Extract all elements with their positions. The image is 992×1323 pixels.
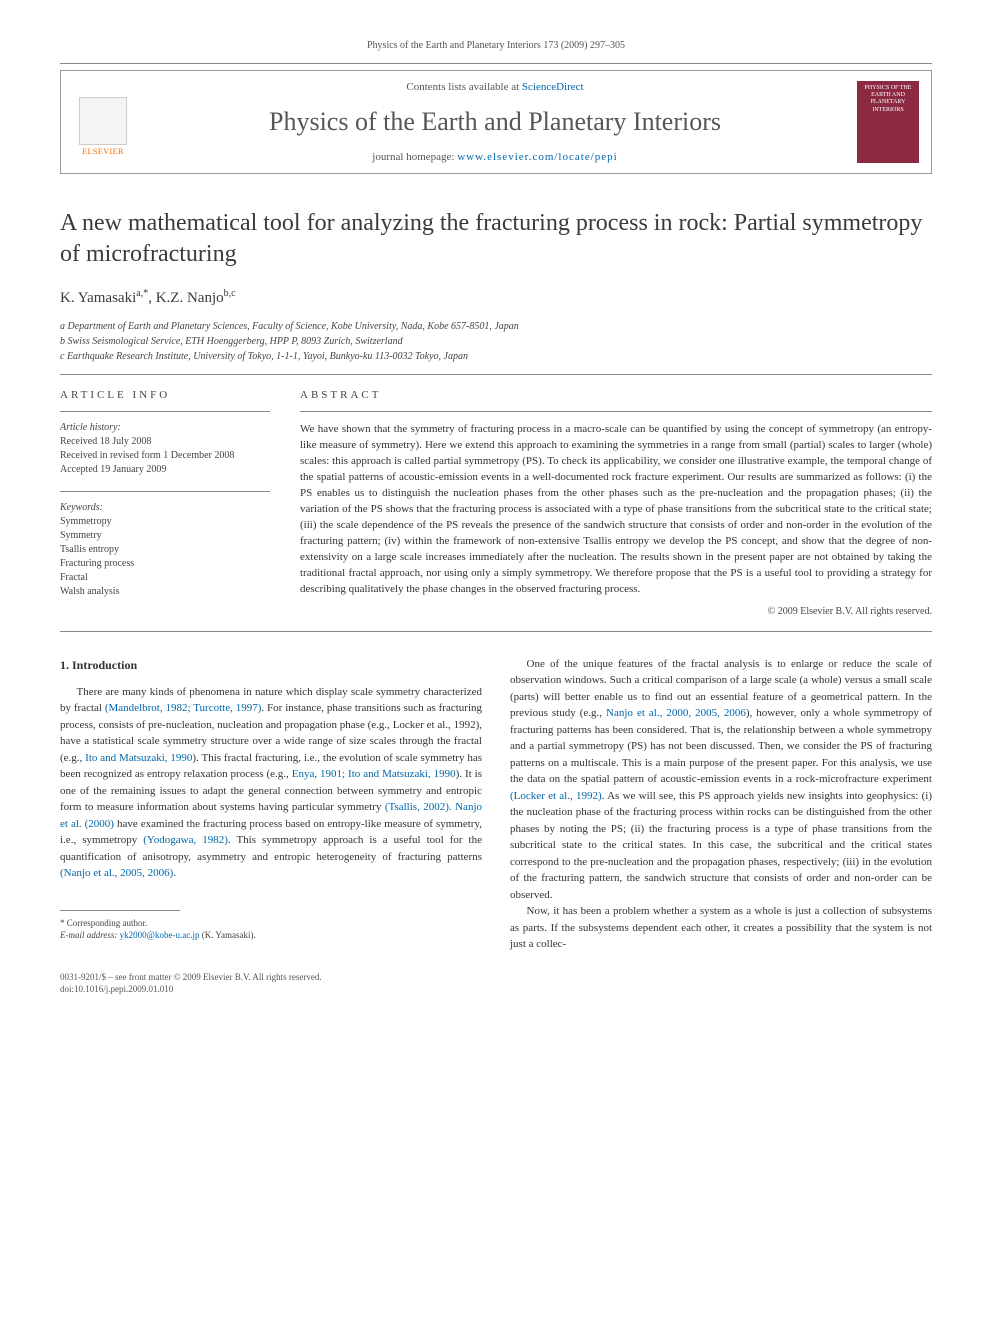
citation-link[interactable]: (Mandelbrot, 1982; Turcotte, 1997) (105, 702, 262, 714)
divider (60, 631, 932, 632)
history-3: Accepted 19 January 2009 (60, 463, 270, 477)
history-head: Article history: (60, 422, 270, 433)
citation-link[interactable]: Enya, 1901; Ito and Matsuzaki, 1990 (292, 768, 456, 780)
journal-title: Physics of the Earth and Planetary Inter… (147, 107, 843, 137)
keyword: Fracturing process (60, 557, 270, 571)
homepage-link[interactable]: www.elsevier.com/locate/pepi (457, 151, 617, 163)
journal-center: Contents lists available at ScienceDirec… (147, 81, 843, 163)
journal-bar: ELSEVIER Contents lists available at Sci… (60, 70, 932, 174)
keywords-head: Keywords: (60, 502, 270, 513)
body-column-right: One of the unique features of the fracta… (510, 656, 932, 953)
body-text: . (173, 867, 176, 879)
body-text: . As we will see, this PS approach yield… (510, 790, 932, 901)
history-block: Article history: Received 18 July 2008 R… (60, 422, 270, 477)
citation-link[interactable]: Nanjo et al., 2000, 2005, 2006 (606, 707, 746, 719)
info-abstract-row: ARTICLE INFO Article history: Received 1… (60, 389, 932, 616)
homepage-line: journal homepage: www.elsevier.com/locat… (147, 151, 843, 163)
top-rule (60, 63, 932, 64)
article-title: A new mathematical tool for analyzing th… (60, 208, 932, 270)
citation-link[interactable]: (Yodogawa, 1982) (143, 834, 228, 846)
homepage-prefix: journal homepage: (372, 151, 457, 163)
affiliations: a Department of Earth and Planetary Scie… (60, 319, 932, 364)
email-suffix: (K. Yamasaki). (199, 930, 255, 940)
abstract-column: ABSTRACT We have shown that the symmetry… (300, 389, 932, 616)
email-label: E-mail address: (60, 930, 120, 940)
citation-link[interactable]: (Locker et al., 1992) (510, 790, 602, 802)
divider (60, 491, 270, 492)
affiliation-b: b Swiss Seismological Service, ETH Hoeng… (60, 334, 932, 349)
authors-line: K. Yamasakia,*, K.Z. Nanjob,c (60, 288, 932, 307)
journal-cover-thumbnail: PHYSICS OF THE EARTH AND PLANETARY INTER… (857, 81, 919, 163)
body-paragraph: Now, it has been a problem whether a sys… (510, 903, 932, 953)
keyword: Symmetropy (60, 515, 270, 529)
history-1: Received 18 July 2008 (60, 435, 270, 449)
copyright-line: © 2009 Elsevier B.V. All rights reserved… (300, 606, 932, 617)
front-matter-line: 0031-9201/$ – see front matter © 2009 El… (60, 971, 932, 984)
abstract-label: ABSTRACT (300, 389, 932, 401)
article-info-column: ARTICLE INFO Article history: Received 1… (60, 389, 270, 616)
abstract-text: We have shown that the symmetry of fract… (300, 422, 932, 597)
contents-prefix: Contents lists available at (406, 81, 521, 93)
running-header: Physics of the Earth and Planetary Inter… (60, 40, 932, 51)
email-link[interactable]: yk2000@kobe-u.ac.jp (120, 930, 200, 940)
history-2: Received in revised form 1 December 2008 (60, 449, 270, 463)
footnote-separator (60, 910, 180, 911)
footnote-block: * Corresponding author. E-mail address: … (60, 917, 482, 942)
citation-link[interactable]: (Nanjo et al., 2005, 2006) (60, 867, 173, 879)
author-2-sup: b,c (224, 288, 236, 299)
keywords-block: Keywords: Symmetropy Symmetry Tsallis en… (60, 502, 270, 599)
elsevier-logo: ELSEVIER (73, 88, 133, 156)
keyword: Symmetry (60, 529, 270, 543)
keyword: Fractal (60, 571, 270, 585)
section-heading: 1. Introduction (60, 656, 482, 674)
bottom-info: 0031-9201/$ – see front matter © 2009 El… (60, 971, 932, 996)
divider (300, 411, 932, 412)
keyword: Walsh analysis (60, 585, 270, 599)
author-1-sup: a,* (136, 288, 148, 299)
keyword: Tsallis entropy (60, 543, 270, 557)
divider (60, 411, 270, 412)
author-1: K. Yamasaki (60, 290, 136, 306)
contents-line: Contents lists available at ScienceDirec… (147, 81, 843, 93)
author-2: K.Z. Nanjo (156, 290, 224, 306)
affiliation-a: a Department of Earth and Planetary Scie… (60, 319, 932, 334)
body-columns: 1. Introduction There are many kinds of … (60, 656, 932, 953)
affiliation-c: c Earthquake Research Institute, Univers… (60, 349, 932, 364)
body-paragraph: There are many kinds of phenomena in nat… (60, 684, 482, 882)
corresponding-author: * Corresponding author. (60, 917, 482, 930)
citation-link[interactable]: Ito and Matsuzaki, 1990 (85, 752, 192, 764)
elsevier-label: ELSEVIER (82, 147, 124, 156)
email-line: E-mail address: yk2000@kobe-u.ac.jp (K. … (60, 929, 482, 942)
elsevier-tree-icon (79, 97, 127, 145)
divider (60, 374, 932, 375)
body-paragraph: One of the unique features of the fracta… (510, 656, 932, 904)
doi-line: doi:10.1016/j.pepi.2009.01.010 (60, 983, 932, 996)
sciencedirect-link[interactable]: ScienceDirect (522, 81, 584, 93)
page-container: Physics of the Earth and Planetary Inter… (0, 0, 992, 1036)
article-info-label: ARTICLE INFO (60, 389, 270, 401)
body-column-left: 1. Introduction There are many kinds of … (60, 656, 482, 953)
